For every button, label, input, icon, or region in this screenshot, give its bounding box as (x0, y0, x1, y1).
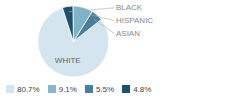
html-text:80.7%: 80.7% (17, 84, 40, 94)
html-text:4.8%: 4.8% (133, 84, 152, 94)
svg-text:WHITE: WHITE (55, 56, 81, 65)
svg-text:BLACK: BLACK (116, 3, 143, 12)
svg-text:HISPANIC: HISPANIC (116, 16, 153, 25)
html-text:9.1%: 9.1% (58, 84, 77, 94)
svg-text:ASIAN: ASIAN (116, 29, 140, 38)
html-text:5.5%: 5.5% (95, 84, 115, 94)
